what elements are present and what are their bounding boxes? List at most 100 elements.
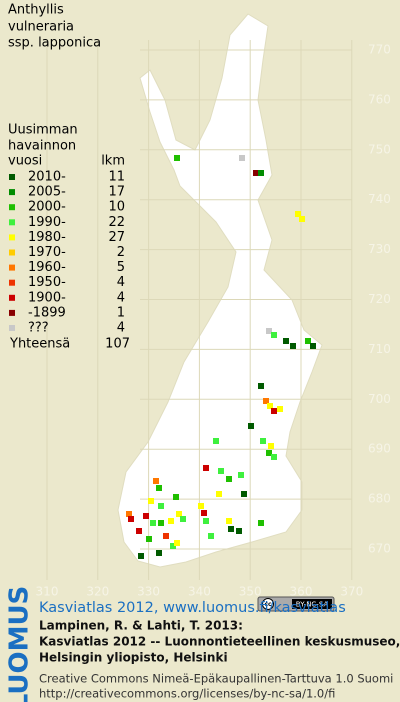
- legend-heading: lkm: [101, 154, 125, 169]
- legend-swatch: [9, 309, 15, 316]
- occurrence: [174, 540, 180, 546]
- occurrence: [180, 516, 186, 522]
- legend-label: 2000-: [28, 200, 66, 215]
- occurrence: [158, 503, 164, 509]
- occurrence: [213, 438, 219, 444]
- legend-swatch: [9, 234, 15, 241]
- legend-count: 1: [117, 305, 125, 320]
- legend-total: 107: [105, 337, 130, 352]
- occurrence: [295, 211, 301, 217]
- title-line: ssp. lapponica: [8, 36, 101, 51]
- occurrence: [153, 478, 159, 484]
- legend-label: 2005-: [28, 185, 66, 200]
- legend-swatch: [9, 279, 15, 286]
- logo: LUOMUS: [5, 586, 35, 702]
- badge-cc: cc: [264, 601, 272, 608]
- x-tick-label: 320: [86, 585, 109, 599]
- occurrence: [271, 332, 277, 338]
- y-tick-label: 760: [368, 92, 391, 106]
- legend-swatch: [9, 264, 15, 271]
- legend-count: 4: [117, 275, 125, 290]
- grid-overlay: [46, 40, 353, 580]
- legend-count: 2: [117, 245, 125, 260]
- occurrence: [248, 423, 254, 429]
- occurrence: [241, 491, 247, 497]
- occurrence: [146, 536, 152, 542]
- occurrence: [208, 533, 214, 539]
- legend-swatch: [9, 189, 15, 196]
- legend-swatch: [9, 174, 15, 180]
- occurrence: [283, 338, 289, 344]
- legend-swatch: [9, 325, 15, 331]
- x-tick-label: 360: [290, 585, 313, 599]
- legend: 2010- 11 2005- 17 2000- 10 1990- 22 1980- 27 1970-…: [9, 170, 125, 336]
- occurrence: [310, 343, 316, 349]
- occurrence: [128, 516, 134, 522]
- legend-label: -1899: [28, 305, 66, 320]
- x-tick-label: 370: [340, 585, 363, 599]
- legend-count: 27: [108, 230, 125, 245]
- occurrence: [263, 398, 269, 404]
- x-tick-label: 330: [137, 585, 160, 599]
- legend-count: 17: [108, 185, 125, 200]
- legend-count: 10: [108, 200, 125, 215]
- legend-label: ???: [28, 321, 49, 336]
- occurrence: [239, 155, 245, 161]
- finland-outline: [117, 13, 323, 568]
- legend-label: 1980-: [28, 230, 66, 245]
- legend-count: 22: [108, 215, 125, 230]
- link[interactable]: Kasviatlas 2012, www.luomus.fi/kasviatla…: [39, 600, 346, 616]
- legend-count: 4: [117, 290, 125, 305]
- legend-heading: vuosi: [8, 154, 42, 169]
- legend-header: havainnon: [8, 139, 76, 154]
- y-tick-label: 710: [368, 342, 391, 356]
- legend-label: 2010-: [28, 170, 66, 185]
- occurrence: [170, 543, 176, 549]
- license-text: Creative Commons Nimeä-Epäkaupallinen-Ta…: [39, 672, 393, 686]
- legend-label: 1970-: [28, 245, 66, 260]
- occurrences: [126, 155, 316, 559]
- occurrence: [216, 491, 222, 497]
- y-tick-label: 720: [368, 292, 391, 306]
- occurrence: [226, 476, 232, 482]
- tick-labels: 310 320 330 340 350 360 370 670 680 690 700 710 720 7…: [36, 43, 391, 599]
- occurrence: [238, 472, 244, 478]
- license-url[interactable]: http://creativecommons.org/licenses/by-n…: [39, 687, 335, 701]
- y-tick-label: 740: [368, 192, 391, 206]
- citation: Helsingin yliopisto, Helsinki: [39, 651, 228, 665]
- occurrence: [218, 468, 224, 474]
- occurrence: [203, 518, 209, 524]
- legend-label: 1900-: [28, 290, 66, 305]
- y-tick-label: 770: [368, 43, 391, 57]
- y-tick-label: 750: [368, 142, 391, 156]
- occurrence: [174, 155, 180, 161]
- occurrence: [258, 383, 264, 389]
- occurrence: [150, 520, 156, 526]
- y-tick-label: 670: [368, 542, 391, 556]
- legend-count: 4: [117, 321, 125, 336]
- occurrence: [271, 454, 277, 460]
- occurrence: [126, 511, 132, 517]
- occurrence: [148, 498, 154, 504]
- occurrence: [143, 513, 149, 519]
- occurrence: [271, 408, 277, 414]
- occurrence: [266, 450, 272, 456]
- legend-swatch: [9, 204, 15, 211]
- title-line: Anthyllis: [8, 3, 64, 18]
- legend-swatch: [9, 294, 15, 301]
- legend-count: 11: [108, 170, 125, 185]
- legend-label: 1990-: [28, 215, 66, 230]
- occurrence: [253, 170, 259, 176]
- badge-text: BY-NC-SA: [296, 601, 329, 609]
- y-tick-label: 700: [368, 392, 391, 406]
- citation: Kasviatlas 2012 -- Luonnontieteellinen k…: [39, 635, 400, 649]
- legend-swatch: [9, 219, 15, 226]
- occurrence: [236, 528, 242, 534]
- occurrence: [201, 510, 207, 516]
- occurrence: [168, 518, 174, 524]
- occurrence: [299, 216, 305, 222]
- y-tick-label: 690: [368, 442, 391, 456]
- occurrence: [277, 406, 283, 412]
- occurrence: [163, 533, 169, 539]
